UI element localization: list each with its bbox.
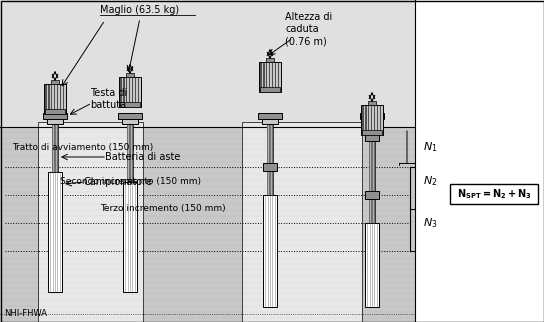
- Bar: [267, 119, 273, 195]
- Text: $N_2$: $N_2$: [423, 174, 437, 188]
- Bar: [258, 113, 282, 119]
- Bar: [57, 119, 58, 172]
- Bar: [376, 106, 378, 134]
- Bar: [266, 63, 268, 91]
- Bar: [415, 0, 544, 322]
- Bar: [138, 78, 139, 106]
- Bar: [52, 119, 53, 172]
- Bar: [368, 101, 376, 105]
- Bar: [360, 113, 384, 119]
- Bar: [47, 119, 63, 124]
- Bar: [275, 63, 276, 91]
- Bar: [364, 119, 380, 124]
- Text: Maglio (63.5 kg): Maglio (63.5 kg): [100, 5, 179, 15]
- Bar: [272, 63, 273, 91]
- Bar: [126, 78, 127, 106]
- Bar: [43, 113, 67, 119]
- Text: Terzo incremento (150 mm): Terzo incremento (150 mm): [100, 204, 226, 213]
- Bar: [0, 0, 415, 127]
- Bar: [38, 122, 143, 322]
- Bar: [129, 78, 131, 106]
- Bar: [371, 106, 373, 134]
- Bar: [365, 191, 379, 199]
- Bar: [127, 119, 128, 182]
- Bar: [365, 133, 379, 141]
- Bar: [277, 63, 279, 91]
- Text: Testa di
battuta: Testa di battuta: [90, 88, 127, 110]
- Bar: [362, 130, 382, 135]
- Bar: [272, 119, 273, 195]
- Bar: [263, 163, 277, 171]
- Bar: [361, 105, 383, 135]
- Text: $N_3$: $N_3$: [423, 216, 437, 230]
- Bar: [374, 106, 375, 134]
- Bar: [269, 119, 271, 195]
- Text: $\mathbf{N_{SPT} = N_2 + N_3}$: $\mathbf{N_{SPT} = N_2 + N_3}$: [456, 187, 531, 201]
- Bar: [0, 127, 415, 322]
- Bar: [127, 119, 133, 182]
- Bar: [54, 119, 56, 172]
- Bar: [365, 223, 379, 307]
- Bar: [263, 63, 264, 91]
- Bar: [371, 119, 373, 223]
- Bar: [120, 78, 122, 106]
- Bar: [267, 119, 268, 195]
- Bar: [44, 84, 66, 114]
- Bar: [132, 119, 133, 182]
- Bar: [374, 119, 375, 223]
- Bar: [368, 106, 369, 134]
- Bar: [362, 106, 363, 134]
- Bar: [123, 182, 137, 292]
- Bar: [51, 85, 52, 113]
- Bar: [132, 78, 133, 106]
- Bar: [120, 102, 140, 107]
- Bar: [52, 119, 58, 172]
- Bar: [51, 80, 59, 84]
- Text: Altezza di
caduta
(0.76 m): Altezza di caduta (0.76 m): [285, 12, 332, 47]
- Bar: [260, 63, 262, 91]
- Bar: [60, 85, 61, 113]
- Text: $N_1$: $N_1$: [423, 140, 437, 154]
- Bar: [48, 172, 62, 292]
- Text: Tratto di avviamento (150 mm): Tratto di avviamento (150 mm): [12, 143, 153, 151]
- Text: NHI-FHWA: NHI-FHWA: [4, 309, 47, 318]
- Bar: [123, 78, 125, 106]
- Bar: [260, 87, 280, 92]
- Bar: [450, 184, 538, 204]
- Bar: [269, 63, 270, 91]
- Bar: [129, 119, 131, 182]
- Bar: [57, 85, 58, 113]
- Bar: [45, 85, 47, 113]
- Text: Batteria di aste: Batteria di aste: [105, 152, 181, 162]
- Bar: [45, 109, 65, 114]
- Bar: [365, 106, 367, 134]
- Bar: [259, 62, 281, 92]
- Bar: [48, 85, 50, 113]
- Bar: [380, 106, 381, 134]
- Bar: [126, 73, 134, 77]
- Bar: [122, 119, 138, 124]
- Bar: [242, 122, 362, 322]
- Bar: [135, 78, 137, 106]
- Bar: [262, 119, 278, 124]
- Bar: [369, 119, 370, 223]
- Bar: [263, 195, 277, 307]
- Bar: [266, 58, 274, 62]
- Text: Secondo incremento (150 mm): Secondo incremento (150 mm): [60, 176, 201, 185]
- Bar: [54, 85, 55, 113]
- Bar: [369, 119, 375, 223]
- Bar: [63, 85, 64, 113]
- Text: Campionatore: Campionatore: [83, 177, 152, 187]
- Bar: [118, 113, 142, 119]
- Bar: [119, 77, 141, 107]
